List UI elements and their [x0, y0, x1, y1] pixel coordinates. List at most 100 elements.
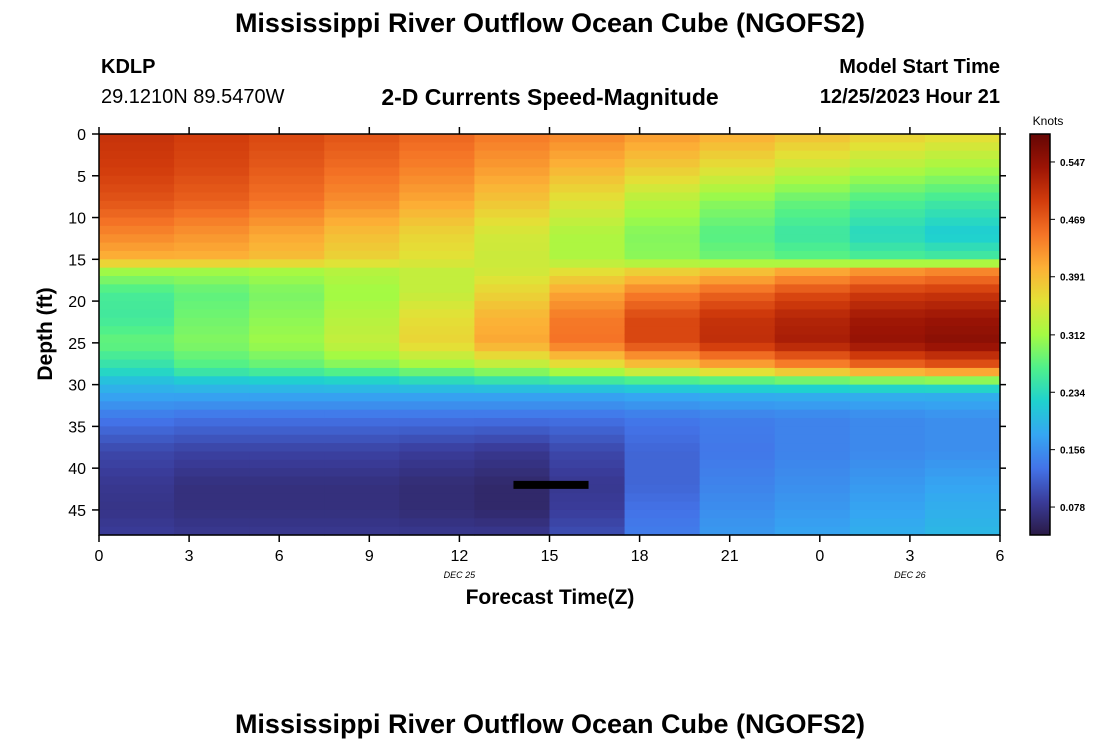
heatmap-cell: [249, 284, 325, 294]
heatmap-cell: [924, 167, 1001, 177]
heatmap-cell: [399, 351, 476, 361]
heatmap-cell: [774, 476, 851, 486]
heatmap-cell: [324, 501, 400, 511]
heatmap-cell: [324, 209, 400, 219]
heatmap-cell: [399, 384, 476, 394]
heatmap-cell: [924, 426, 1001, 436]
heatmap-cell: [699, 234, 776, 244]
heatmap-cell: [399, 259, 476, 269]
heatmap-cell: [774, 426, 851, 436]
heatmap-cell: [849, 501, 926, 511]
heatmap-cell: [624, 401, 701, 411]
heatmap-cell: [174, 192, 250, 202]
heatmap-cell: [924, 317, 1001, 327]
heatmap-cell: [549, 326, 626, 336]
heatmap-cell: [849, 142, 926, 152]
heatmap-cell: [174, 384, 250, 394]
heatmap-cell: [624, 509, 701, 519]
heatmap-cell: [924, 367, 1001, 377]
heatmap-cell: [399, 451, 476, 461]
heatmap-cell: [549, 175, 626, 185]
heatmap-cell: [549, 267, 626, 277]
heatmap-cell: [549, 167, 626, 177]
heatmap-cell: [174, 351, 250, 361]
heatmap-cell: [399, 401, 476, 411]
heatmap-cell: [99, 392, 175, 402]
y-axis: 0 5 10 15 20 25 30 35 40 45: [68, 127, 1006, 520]
heatmap-cell: [474, 159, 551, 169]
heatmap-cell: [99, 509, 175, 519]
heatmap-cell: [324, 167, 400, 177]
heatmap-cell: [174, 159, 250, 169]
heatmap-cell: [474, 150, 551, 160]
heatmap-cell: [624, 409, 701, 419]
heatmap-cell: [174, 134, 250, 143]
heatmap-cell: [624, 267, 701, 277]
heatmap-cell: [324, 426, 400, 436]
heatmap-cell: [849, 392, 926, 402]
heatmap-cell: [99, 301, 175, 311]
heatmap-cell: [249, 317, 325, 327]
heatmap-cell: [474, 518, 551, 528]
heatmap-cell: [924, 526, 1001, 536]
heatmap-cell: [474, 459, 551, 469]
heatmap-cell: [624, 175, 701, 185]
heatmap-cell: [699, 493, 776, 503]
heatmap-cell: [624, 225, 701, 235]
heatmap-cell: [849, 359, 926, 369]
heatmap-cell: [174, 484, 250, 494]
heatmap-cell: [774, 334, 851, 344]
heatmap-cell: [849, 367, 926, 377]
heatmap-cells: [99, 134, 1001, 536]
heatmap-cell: [774, 234, 851, 244]
heatmap-cell: [99, 367, 175, 377]
heatmap-cell: [549, 184, 626, 194]
heatmap-cell: [549, 334, 626, 344]
heatmap-cell: [774, 518, 851, 528]
heatmap-cell: [474, 509, 551, 519]
heatmap-cell: [774, 359, 851, 369]
x-tick-label: 6: [996, 548, 1005, 565]
heatmap-cell: [249, 367, 325, 377]
heatmap-cell: [849, 418, 926, 427]
heatmap-cell: [549, 409, 626, 419]
heatmap-cell: [849, 192, 926, 202]
heatmap-cell: [699, 401, 776, 411]
heatmap-cell: [399, 367, 476, 377]
heatmap-cell: [774, 209, 851, 219]
heatmap-cell: [399, 234, 476, 244]
heatmap-cell: [549, 451, 626, 461]
heatmap-cell: [849, 209, 926, 219]
heatmap-cell: [624, 418, 701, 427]
heatmap-cell: [474, 359, 551, 369]
heatmap-cell: [99, 418, 175, 427]
heatmap-cell: [174, 359, 250, 369]
heatmap-cell: [624, 334, 701, 344]
heatmap-cell: [99, 451, 175, 461]
heatmap-cell: [399, 301, 476, 311]
heatmap-cell: [249, 159, 325, 169]
heatmap-cell: [774, 292, 851, 302]
heatmap-cell: [324, 242, 400, 252]
heatmap-cell: [849, 526, 926, 536]
heatmap-cell: [774, 367, 851, 377]
station-coords: 29.1210N 89.5470W: [101, 86, 285, 108]
heatmap-cell: [174, 434, 250, 444]
x-tick-label: 3: [185, 548, 194, 565]
heatmap-cell: [174, 225, 250, 235]
heatmap-cell: [324, 326, 400, 336]
heatmap-cell: [99, 276, 175, 285]
heatmap-cell: [699, 418, 776, 427]
heatmap-cell: [624, 184, 701, 194]
heatmap-cell: [399, 326, 476, 336]
heatmap-cell: [399, 426, 476, 436]
heatmap-cell: [99, 242, 175, 252]
heatmap-cell: [624, 376, 701, 386]
heatmap-cell: [99, 443, 175, 453]
heatmap-cell: [624, 134, 701, 143]
colorbar-tick-label: 0.469: [1060, 215, 1085, 226]
heatmap-cell: [99, 518, 175, 528]
heatmap-cell: [549, 493, 626, 503]
heatmap-cell: [924, 476, 1001, 486]
heatmap-cell: [324, 384, 400, 394]
